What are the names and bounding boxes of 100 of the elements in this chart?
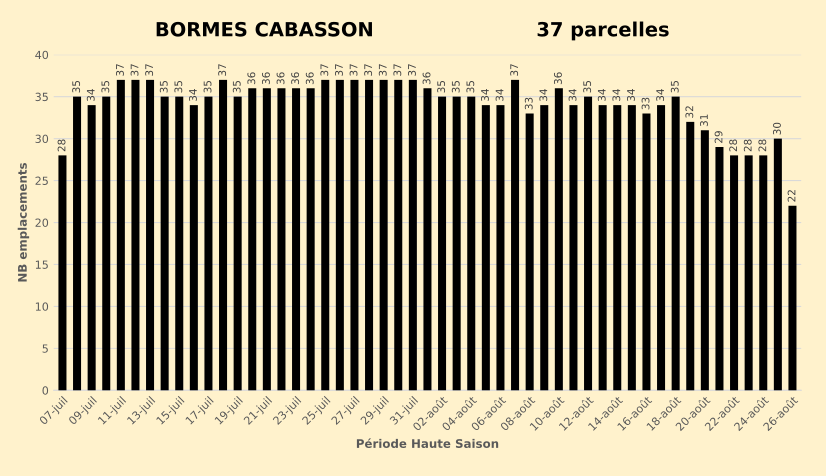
bar: [438, 96, 446, 390]
bar: [759, 155, 768, 390]
data-label: 37: [393, 64, 402, 76]
bar: [248, 88, 256, 390]
data-label: 34: [86, 89, 95, 101]
y-tick-label: 25: [36, 176, 48, 185]
data-label: 34: [656, 89, 664, 101]
bar: [642, 113, 650, 390]
data-label: 37: [334, 64, 343, 76]
bar: [540, 105, 548, 390]
bar: [131, 80, 140, 390]
data-label: 35: [174, 80, 182, 93]
data-label: 36: [554, 72, 562, 84]
y-tick-label: 10: [36, 302, 48, 311]
bar: [306, 88, 315, 390]
data-label: 35: [160, 80, 168, 93]
bar: [569, 105, 578, 390]
y-axis-title: NB emplacements: [18, 163, 30, 282]
bar: [700, 130, 709, 390]
bar: [467, 96, 476, 390]
bar: [598, 105, 607, 390]
bar: [672, 96, 680, 390]
data-label: 34: [568, 89, 576, 101]
bar: [613, 105, 622, 390]
data-label: 35: [101, 80, 110, 93]
data-label: 35: [452, 80, 460, 93]
data-label: 35: [583, 80, 592, 93]
bar: [204, 96, 212, 390]
bar: [496, 105, 504, 390]
bar: [511, 80, 520, 390]
y-tick-label: 20: [36, 218, 48, 227]
data-label: 34: [612, 89, 620, 101]
bar: [774, 138, 782, 390]
data-label: 29: [714, 131, 722, 143]
data-label: 22: [788, 190, 796, 202]
data-label: 33: [642, 98, 650, 110]
chart-subtitle: 37 parcelles: [538, 22, 669, 40]
bar: [262, 88, 271, 390]
bar: [482, 105, 490, 390]
bar: [175, 96, 184, 390]
bar: [788, 206, 796, 390]
bar: [730, 155, 738, 390]
y-tick-label: 40: [35, 50, 48, 60]
bar: [423, 88, 432, 390]
bar: [321, 80, 330, 390]
bar: [554, 88, 563, 390]
x-axis-title: Période Haute Saison: [356, 438, 498, 448]
bar: [657, 105, 666, 390]
data-label: 37: [364, 64, 372, 76]
data-label: 37: [116, 64, 124, 76]
bar: [58, 155, 66, 390]
bar: [628, 105, 636, 390]
data-label: 37: [408, 64, 416, 76]
bar: [160, 96, 169, 390]
data-label: 36: [276, 72, 284, 84]
y-tick-label: 30: [36, 134, 48, 144]
data-label: 36: [247, 72, 256, 84]
data-label: 33: [524, 98, 533, 110]
data-label: 37: [510, 64, 518, 76]
y-tick-label: 5: [42, 344, 48, 353]
data-label: 37: [145, 64, 154, 76]
data-label: 31: [700, 114, 708, 126]
bar: [116, 80, 125, 390]
bar: [336, 80, 344, 390]
data-label: 28: [729, 140, 738, 152]
bar: [73, 96, 82, 390]
y-tick-label: 0: [42, 386, 48, 395]
data-label: 34: [481, 89, 489, 101]
data-label: 35: [204, 80, 212, 93]
bar: [394, 80, 402, 390]
y-tick-label: 35: [36, 92, 48, 102]
data-label: 35: [670, 80, 679, 93]
bar: [584, 96, 592, 390]
data-label: 28: [744, 140, 752, 152]
data-label: 32: [685, 106, 694, 118]
data-label: 35: [232, 80, 241, 93]
data-label: 30: [773, 122, 781, 134]
data-label: 36: [422, 72, 430, 84]
bar: [88, 105, 96, 390]
data-label: 34: [188, 89, 197, 101]
data-label: 35: [466, 80, 474, 93]
y-tick-label: 15: [36, 260, 48, 269]
data-label: 37: [378, 64, 387, 76]
bar: [744, 155, 753, 390]
data-label: 37: [130, 64, 138, 76]
data-label: 36: [306, 72, 314, 84]
data-label: 35: [72, 80, 80, 93]
data-label: 35: [437, 80, 446, 93]
data-label: 34: [539, 89, 548, 101]
data-label: 34: [496, 89, 504, 101]
data-label: 37: [218, 64, 226, 76]
data-label: 36: [262, 72, 270, 84]
bar: [526, 113, 534, 390]
chart-title: BORMES CABASSON: [156, 22, 372, 37]
bar: [380, 80, 388, 390]
data-label: 34: [598, 89, 606, 101]
bar: [219, 80, 228, 390]
bar: [715, 147, 724, 390]
bar: [277, 88, 286, 390]
bar: [452, 96, 461, 390]
